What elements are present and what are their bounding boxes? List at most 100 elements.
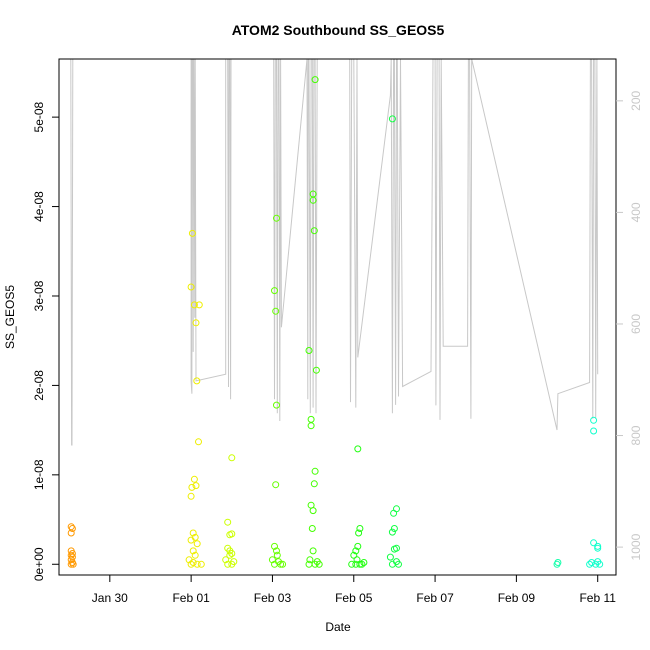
data-point: [193, 540, 201, 548]
data-point: [272, 307, 280, 315]
data-point: [273, 401, 280, 409]
data-point: [309, 196, 317, 204]
y-tick-label: 4e-08: [32, 191, 46, 222]
data-point: [590, 416, 598, 424]
y-tick-label: 0e+00: [32, 547, 46, 581]
data-point: [354, 542, 362, 550]
data-point: [67, 523, 75, 531]
data-point: [187, 283, 195, 291]
data-point: [192, 319, 200, 327]
data-point: [197, 560, 205, 568]
data-point: [187, 536, 195, 544]
data-point: [305, 347, 313, 354]
data-point: [190, 301, 198, 309]
right-tick-label: 1000: [629, 533, 643, 560]
data-point: [393, 558, 400, 566]
data-point: [315, 560, 323, 568]
data-point: [272, 481, 280, 489]
data-point: [308, 525, 316, 532]
data-point: [224, 518, 232, 526]
data-point: [309, 507, 317, 515]
data-point: [312, 366, 320, 374]
data-point: [226, 551, 234, 559]
data-point: [222, 556, 230, 564]
right-tick-label: 400: [629, 202, 643, 222]
x-tick-label: Feb 07: [416, 591, 454, 605]
data-point: [590, 539, 598, 547]
data-point: [67, 560, 75, 568]
data-point: [310, 480, 318, 488]
data-point: [310, 227, 318, 235]
data-point: [190, 475, 198, 483]
data-point: [350, 551, 358, 559]
data-point: [187, 560, 195, 568]
data-point: [268, 556, 276, 564]
data-point: [305, 560, 313, 568]
y-tick-label: 5e-08: [32, 101, 46, 132]
data-point: [356, 560, 364, 568]
data-point: [271, 287, 278, 295]
data-point: [588, 559, 596, 566]
right-tick-label: 800: [629, 425, 643, 445]
data-point: [191, 551, 199, 559]
data-point: [279, 560, 287, 568]
data-point: [271, 542, 278, 550]
data-point: [307, 422, 315, 430]
data-point: [230, 558, 238, 566]
data-point: [386, 553, 394, 561]
data-point: [226, 547, 234, 555]
data-point: [306, 556, 314, 564]
right-tick-label: 600: [629, 314, 643, 334]
data-point: [228, 454, 236, 462]
x-axis-label: Date: [325, 620, 351, 634]
data-point: [596, 560, 604, 568]
data-point: [189, 547, 197, 555]
chart-title: ATOM2 Southbound SS_GEOS5: [232, 22, 445, 38]
x-tick-label: Jan 30: [92, 591, 128, 605]
x-tick-label: Feb 11: [579, 591, 616, 605]
data-point: [68, 553, 76, 561]
data-point: [68, 550, 76, 557]
data-point: [360, 559, 368, 566]
right-tick-label: 200: [629, 91, 643, 111]
data-point: [390, 545, 398, 553]
data-point: [388, 115, 396, 123]
data-point: [309, 547, 317, 555]
data-point: [67, 551, 75, 559]
x-tick-label: Feb 03: [254, 591, 292, 605]
data-point: [188, 483, 196, 491]
data-point: [554, 559, 562, 566]
pressure-track-line: [70, 58, 599, 446]
x-tick-label: Feb 01: [172, 591, 210, 605]
data-point: [356, 525, 364, 532]
y-tick-label: 1e-08: [32, 459, 46, 490]
x-tick-label: Feb 09: [498, 591, 536, 605]
data-point: [390, 509, 398, 517]
data-point: [388, 528, 396, 536]
data-point: [311, 467, 319, 475]
data-point: [193, 377, 201, 385]
data-point: [273, 214, 280, 222]
data-point: [187, 492, 195, 500]
data-point: [195, 438, 202, 446]
pressure-track-layer: [70, 58, 599, 446]
plot-frame: [58, 58, 617, 576]
data-point: [390, 525, 398, 532]
data-point: [228, 530, 236, 538]
scatter-points-layer: [67, 76, 604, 568]
data-point: [273, 551, 281, 559]
data-point: [348, 560, 356, 568]
y-tick-label: 3e-08: [32, 280, 46, 311]
data-point: [68, 525, 76, 532]
data-point: [195, 301, 203, 309]
data-point: [277, 560, 285, 568]
data-point: [192, 482, 200, 490]
data-point: [188, 229, 196, 237]
x-axis: Jan 30 Feb 01 Feb 03 Feb 05 Feb 07 Feb 09 Feb …: [92, 575, 616, 605]
data-point: [355, 529, 363, 537]
data-point: [311, 76, 319, 84]
data-point: [352, 547, 360, 555]
data-point: [224, 560, 232, 568]
data-point: [594, 542, 602, 550]
